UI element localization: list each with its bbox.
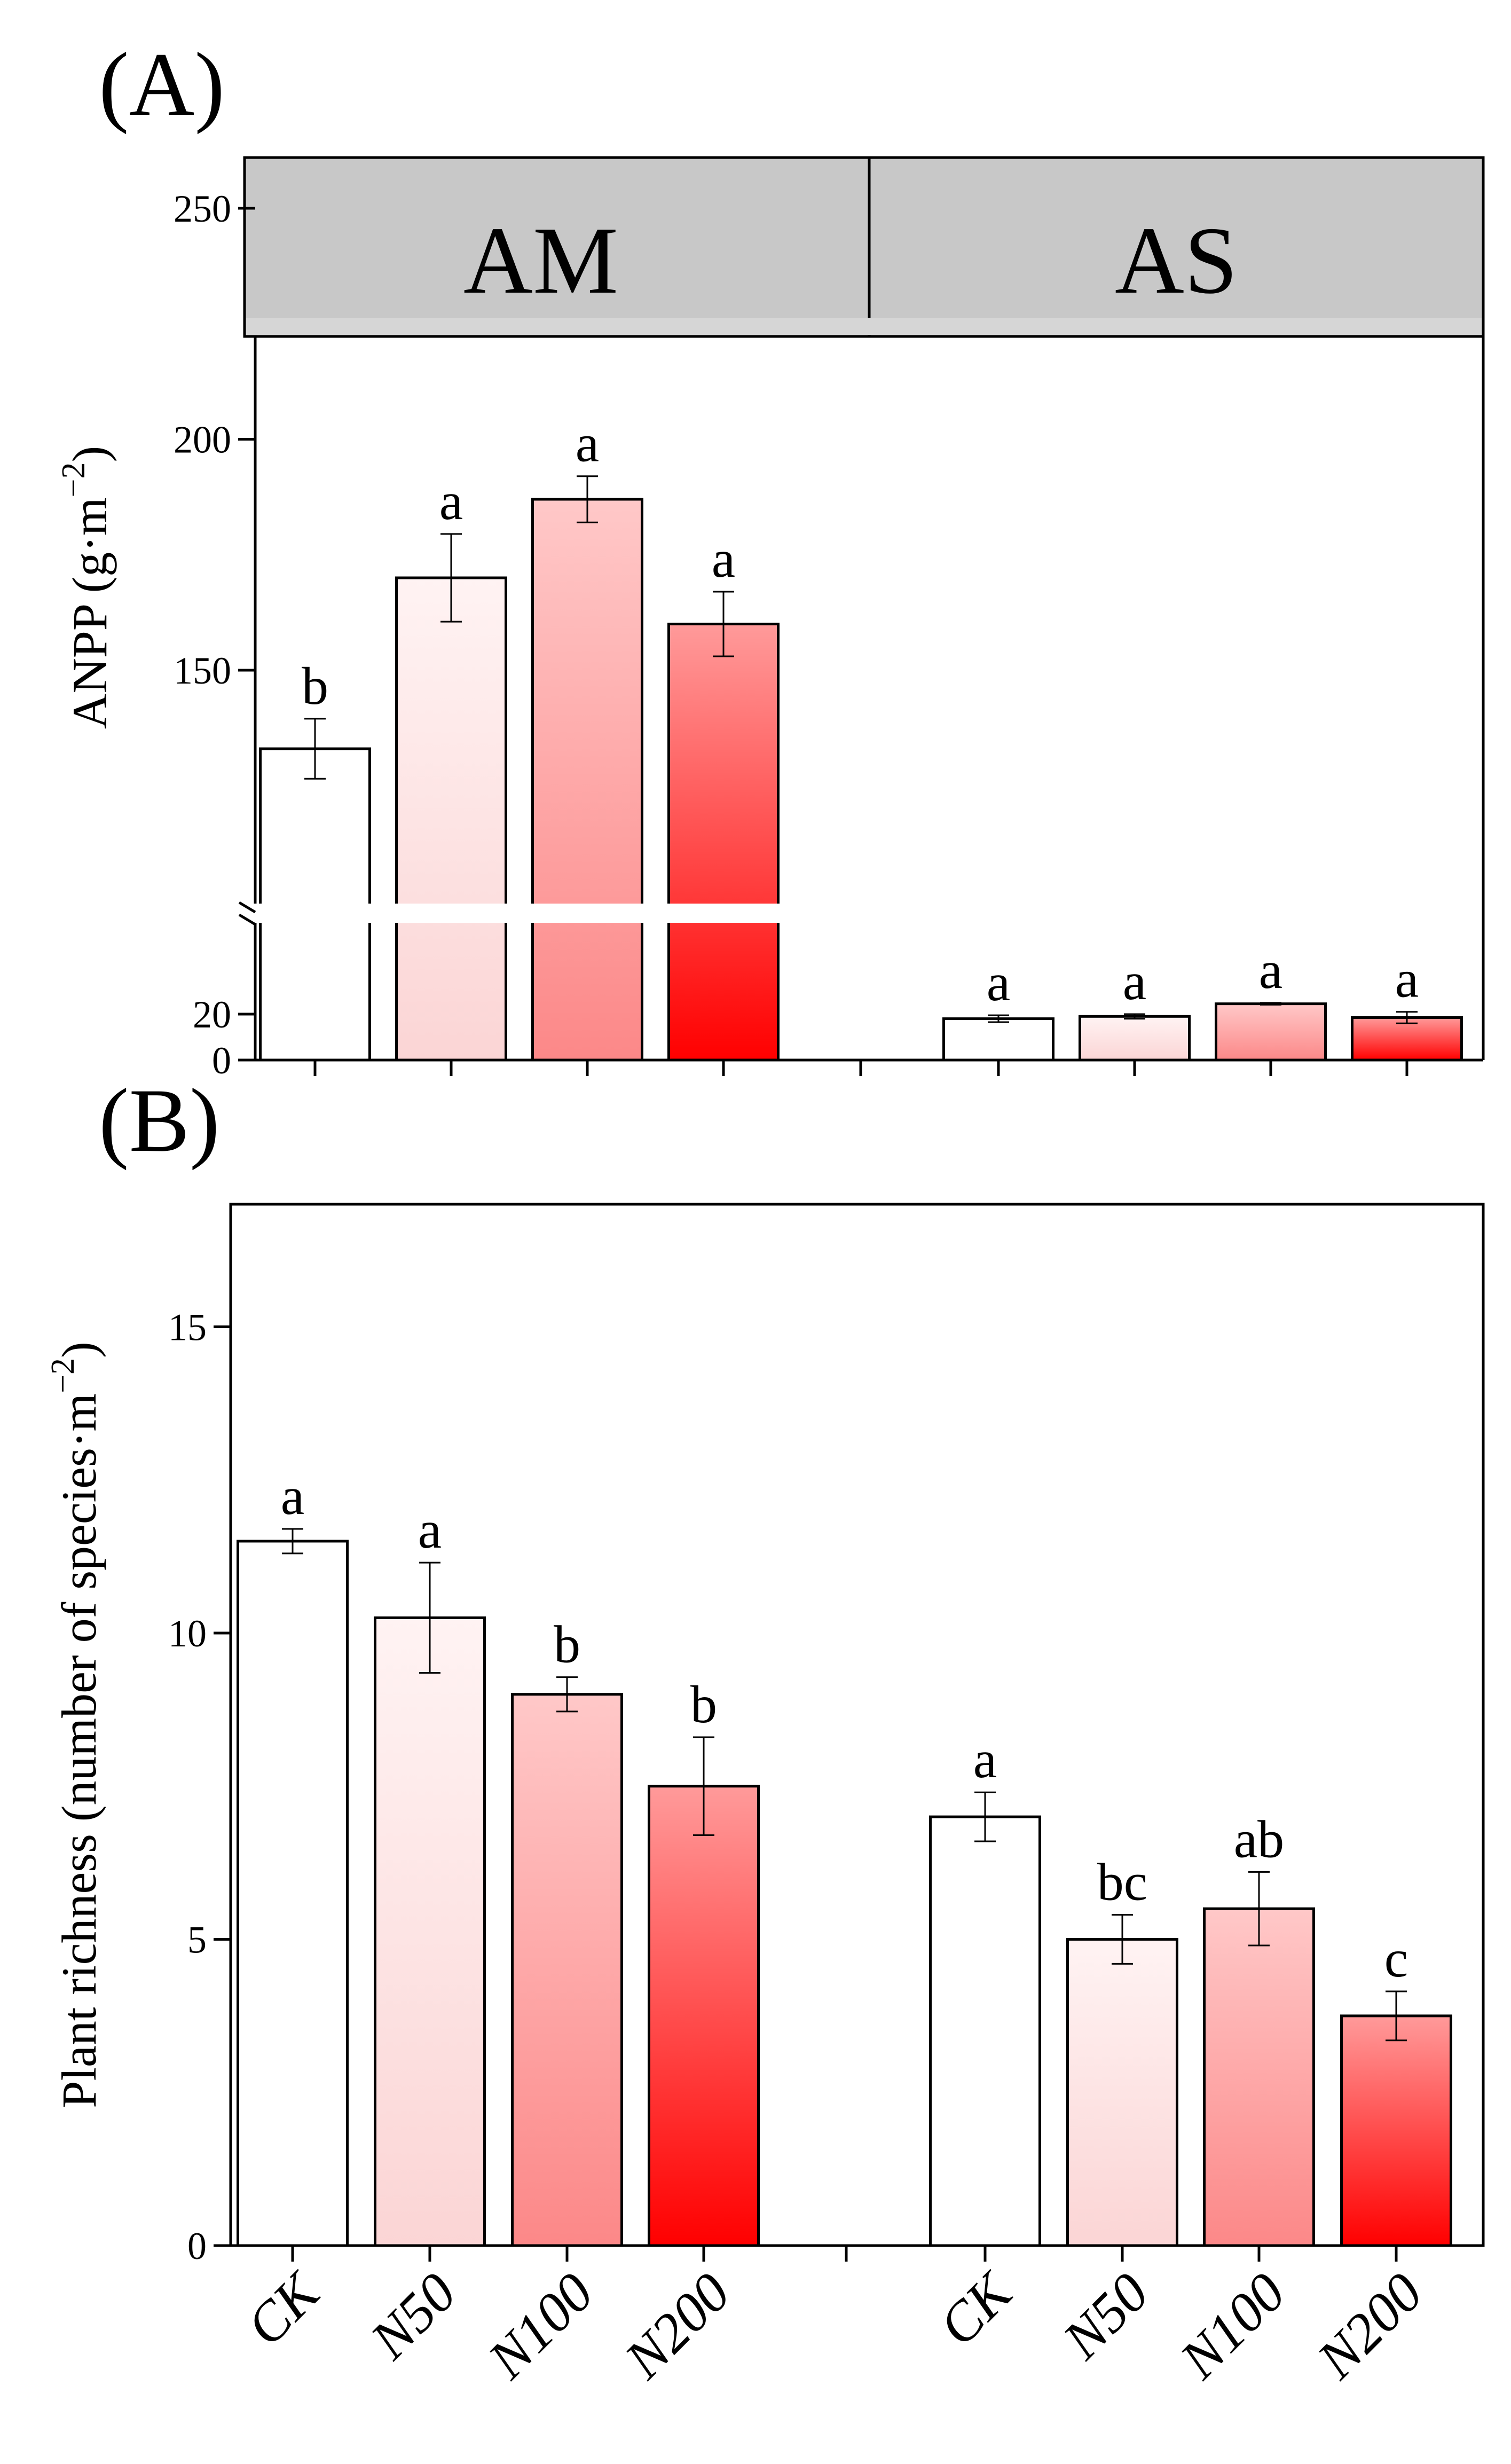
bar-a-as-n100 xyxy=(1215,1002,1327,1062)
strip-as-background xyxy=(868,156,1485,338)
bar-a-am-n200 xyxy=(667,623,780,1062)
panel-b-y-axis-title: Plant richness (number of species·m−2) xyxy=(45,1341,106,2108)
bar-b-am-n200 xyxy=(648,1785,760,2247)
sig-letter: a xyxy=(418,1500,442,1559)
panel-a-y-tick-label: 150 xyxy=(174,649,231,692)
axis-break-band xyxy=(257,904,1479,923)
x-category-label: CK xyxy=(927,2260,1025,2358)
panel-b-y-tick-label: 0 xyxy=(187,2225,207,2267)
sig-letter: a xyxy=(1259,940,1282,1000)
bar-b-as-ck xyxy=(929,1815,1041,2247)
bar-a-as-n200 xyxy=(1351,1016,1463,1062)
sig-letter: b xyxy=(690,1675,717,1734)
sig-letter: a xyxy=(576,414,599,473)
bar-b-am-n100 xyxy=(511,1693,623,2247)
x-category-label: CK xyxy=(235,2260,333,2358)
panel-a-y-tick-label: 20 xyxy=(193,993,231,1036)
sig-letter: a xyxy=(1395,949,1419,1009)
x-category-label: N50 xyxy=(359,2262,468,2371)
strip-as-label: AS xyxy=(1115,207,1238,313)
strip-am-label: AM xyxy=(463,207,618,313)
sig-letter: a xyxy=(987,953,1010,1012)
bar-b-as-n100 xyxy=(1203,1907,1315,2247)
sig-letter: a xyxy=(439,472,463,531)
panel-a: (A) AM AS 150 200 250 020 b a a a a a a a ANPP (g·m… xyxy=(56,34,1485,1082)
svg-text:ANPP (g·m−2): ANPP (g·m−2) xyxy=(56,446,117,729)
sig-letter: c xyxy=(1384,1929,1408,1988)
panel-a-y-tick-label: 200 xyxy=(174,419,231,461)
x-axis-labels: CK N50 N100 N200 CK N50 N100 N200 xyxy=(235,2260,1434,2391)
sig-letter: a xyxy=(973,1730,997,1789)
panel-a-y-axis-title: ANPP (g·m−2) xyxy=(56,446,117,729)
bar-a-as-ck xyxy=(942,1017,1054,1062)
panel-a-y-tick-label: 0 xyxy=(212,1039,231,1082)
bar-b-am-ck xyxy=(237,1540,349,2247)
bar-a-as-n50 xyxy=(1079,1015,1191,1062)
sig-letter: a xyxy=(712,529,735,588)
sig-letter: a xyxy=(281,1466,304,1526)
bar-b-as-n200 xyxy=(1340,2014,1452,2247)
sig-letter: a xyxy=(1123,952,1146,1011)
bar-b-am-n50 xyxy=(374,1616,486,2247)
x-category-label: N100 xyxy=(1168,2262,1297,2390)
bar-b-as-n50 xyxy=(1066,1938,1178,2247)
svg-text:Plant richness (number of spe: Plant richness (number of species·m−2) xyxy=(45,1341,106,2108)
panel-b-y-tick-label: 15 xyxy=(168,1306,207,1349)
strip-am-background xyxy=(243,156,871,338)
strip-bottom-shade xyxy=(246,318,1482,335)
x-category-label: N50 xyxy=(1051,2262,1161,2371)
sig-letter: b xyxy=(302,656,328,716)
sig-letter: ab xyxy=(1234,1809,1284,1869)
x-category-label: N200 xyxy=(1305,2262,1434,2390)
panel-a-y-tick-label: 250 xyxy=(174,187,231,230)
panel-a-label: (A) xyxy=(99,34,225,135)
panel-b-y-tick-label: 10 xyxy=(168,1612,207,1655)
x-category-label: N100 xyxy=(476,2262,605,2390)
axis-break-marks xyxy=(238,901,256,926)
panel-b-y-tick-label: 5 xyxy=(187,1919,207,1961)
bar-a-am-n50 xyxy=(395,576,507,1062)
x-category-label: N200 xyxy=(613,2262,742,2390)
panel-b-frame xyxy=(229,1203,1485,2247)
sig-letter: bc xyxy=(1097,1853,1147,1912)
bar-a-am-n100 xyxy=(531,498,643,1062)
sig-letter: b xyxy=(554,1615,580,1674)
panel-b-label: (B) xyxy=(99,1070,220,1171)
